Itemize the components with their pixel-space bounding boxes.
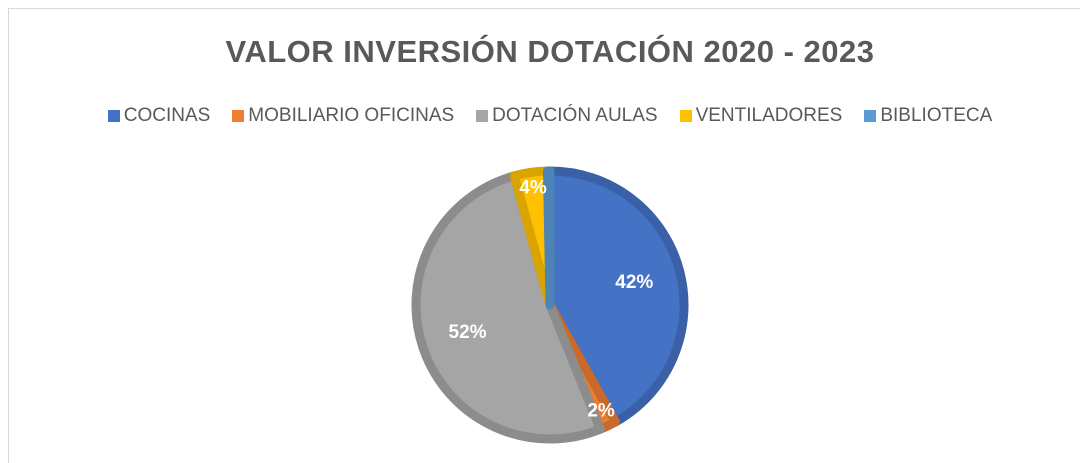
legend-swatch xyxy=(679,110,692,122)
legend-label: BIBLIOTECA xyxy=(880,105,993,126)
legend-item: VENTILADORES xyxy=(679,105,843,127)
pie-slice xyxy=(411,171,605,444)
data-label: 2% xyxy=(587,400,615,421)
chart-frame xyxy=(8,8,1080,463)
legend-item: COCINAS xyxy=(107,105,211,127)
legend-swatch xyxy=(232,110,245,122)
legend-swatch xyxy=(476,110,489,122)
data-label: 52% xyxy=(449,322,487,343)
legend-label: DOTACIÓN AULAS xyxy=(492,105,658,126)
data-label: 42% xyxy=(615,272,653,293)
legend-item: MOBILIARIO OFICINAS xyxy=(232,105,454,127)
chart-title: VALOR INVERSIÓN DOTACIÓN 2020 - 2023 xyxy=(225,34,875,69)
legend-swatch xyxy=(864,110,877,122)
data-label: 4% xyxy=(519,177,547,198)
pie-slice xyxy=(542,166,555,310)
legend-label: MOBILIARIO OFICINAS xyxy=(248,105,455,126)
legend-item: DOTACIÓN AULAS xyxy=(476,105,658,127)
legend-item: BIBLIOTECA xyxy=(864,105,992,127)
legend-label: COCINAS xyxy=(123,105,211,126)
legend: COCINAS MOBILIARIO OFICINAS DOTACIÓN AULAS… xyxy=(0,105,1081,127)
legend-label: VENTILADORES xyxy=(695,105,843,126)
legend-swatch xyxy=(107,110,120,122)
